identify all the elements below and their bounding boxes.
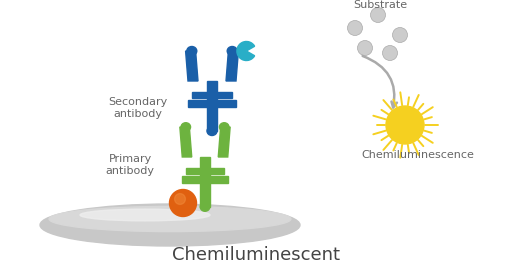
Ellipse shape	[181, 123, 190, 131]
Polygon shape	[226, 51, 239, 81]
Polygon shape	[186, 51, 198, 81]
Wedge shape	[237, 42, 254, 60]
Circle shape	[393, 28, 408, 43]
Ellipse shape	[207, 127, 217, 135]
Text: Chemiluminescent: Chemiluminescent	[172, 246, 340, 263]
Text: Chemiluminescence: Chemiluminescence	[361, 150, 475, 160]
Bar	[207, 81, 217, 131]
Circle shape	[371, 8, 386, 23]
Ellipse shape	[200, 203, 210, 211]
Ellipse shape	[49, 206, 291, 232]
Ellipse shape	[187, 47, 197, 55]
Circle shape	[382, 45, 397, 60]
Text: Primary
antibody: Primary antibody	[105, 154, 155, 176]
Polygon shape	[218, 127, 230, 157]
Ellipse shape	[220, 123, 229, 131]
Ellipse shape	[227, 47, 237, 55]
Circle shape	[357, 41, 373, 55]
Circle shape	[348, 21, 362, 36]
Circle shape	[175, 194, 185, 204]
Bar	[188, 100, 236, 107]
Bar	[200, 157, 210, 207]
Bar	[186, 168, 224, 174]
Text: Secondary
antibody: Secondary antibody	[109, 97, 167, 119]
FancyArrowPatch shape	[362, 56, 397, 108]
Circle shape	[386, 106, 424, 144]
Bar	[182, 176, 228, 183]
Text: Substrate: Substrate	[353, 0, 407, 10]
Bar	[191, 92, 232, 98]
Ellipse shape	[40, 204, 300, 246]
Polygon shape	[180, 127, 192, 157]
Ellipse shape	[80, 209, 210, 221]
Circle shape	[169, 190, 197, 216]
